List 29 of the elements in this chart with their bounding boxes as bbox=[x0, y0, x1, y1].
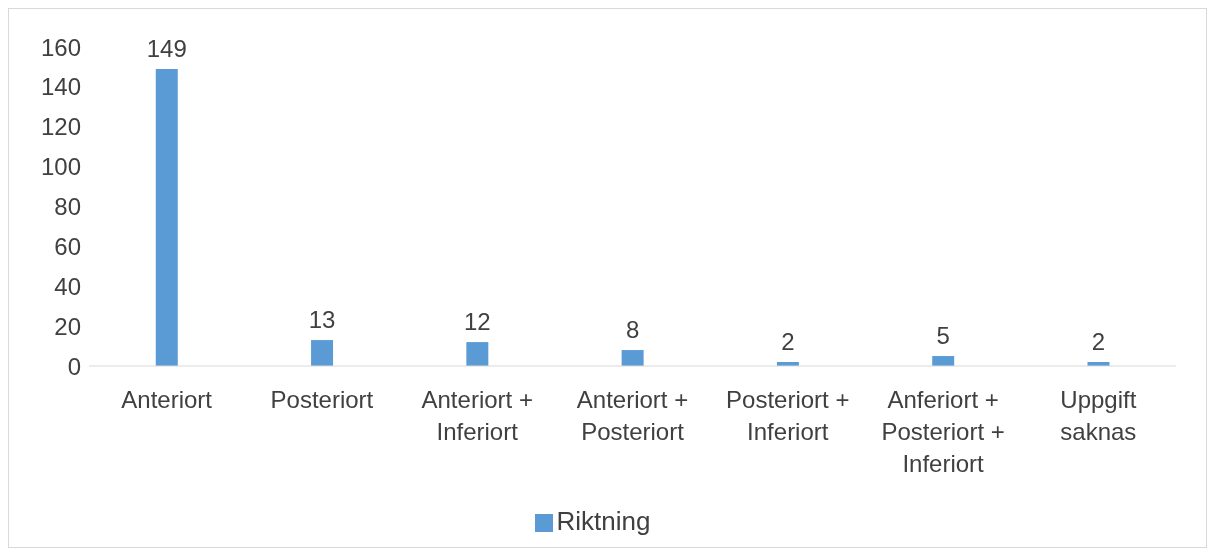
x-tick-label: Anteriort bbox=[121, 386, 213, 413]
y-tick-label: 100 bbox=[40, 153, 81, 181]
y-tick-label: 120 bbox=[40, 113, 81, 141]
y-tick-label: 140 bbox=[40, 73, 81, 101]
data-label: 149 bbox=[146, 34, 187, 62]
data-label: 8 bbox=[625, 316, 640, 344]
y-tick-label: 40 bbox=[54, 272, 81, 300]
x-tick-label: Uppgift saknas bbox=[1060, 386, 1137, 445]
y-tick-label: 60 bbox=[54, 232, 81, 260]
x-tick-label: Posteriort + Inferiort bbox=[726, 386, 850, 445]
data-label: 2 bbox=[1091, 328, 1106, 356]
bar bbox=[466, 342, 489, 366]
x-tick-label: Anteriort + Posteriort bbox=[576, 386, 689, 445]
x-tick-label: Anteriort + Inferiort bbox=[421, 386, 533, 445]
data-label: 13 bbox=[308, 306, 336, 334]
bar bbox=[621, 350, 644, 366]
x-tick-label: Anferiort + Posteriort + Inferiort bbox=[881, 386, 1005, 477]
bar bbox=[311, 340, 334, 366]
legend-label: Riktning bbox=[556, 506, 651, 536]
y-tick-label: 0 bbox=[67, 352, 81, 380]
y-tick-label: 160 bbox=[40, 33, 81, 61]
data-label: 12 bbox=[463, 308, 491, 336]
y-tick-label: 80 bbox=[54, 193, 81, 221]
bar bbox=[932, 356, 955, 366]
x-tick-label: Posteriort bbox=[270, 386, 374, 413]
data-label: 2 bbox=[781, 328, 795, 356]
data-label: 5 bbox=[936, 322, 950, 350]
bar bbox=[155, 68, 178, 366]
y-tick-label: 20 bbox=[54, 312, 81, 340]
